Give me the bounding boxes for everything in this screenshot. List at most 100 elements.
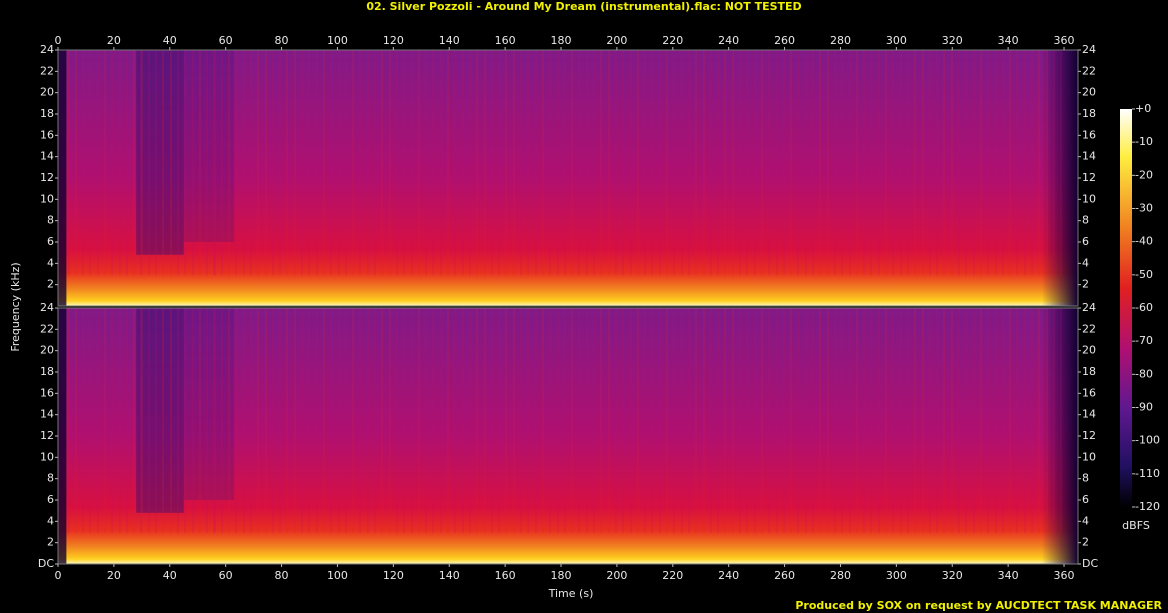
quiet-region [183, 308, 235, 500]
x-tick-label-top: 80 [275, 34, 289, 47]
y-tick-label-right: 14 [1082, 408, 1096, 421]
colorbar-tick-label: -90 [1135, 401, 1153, 414]
x-tick-label: 140 [439, 569, 460, 582]
quiet-region [136, 50, 184, 255]
x-tick-label: 40 [163, 569, 177, 582]
x-tick-label-top: 20 [107, 34, 121, 47]
x-tick-label: 80 [275, 569, 289, 582]
y-tick-label: 14 [40, 408, 54, 421]
y-tick-label-right: 24 [1082, 43, 1096, 56]
y-tick-label: 18 [40, 365, 54, 378]
x-tick-label-top: 340 [998, 34, 1019, 47]
x-tick-label-top: 120 [383, 34, 404, 47]
y-tick-label-right: 16 [1082, 386, 1096, 399]
spectrogram-channel [58, 308, 1078, 564]
x-tick-label: 60 [219, 569, 233, 582]
colorbar-label: dBFS [1122, 519, 1150, 532]
x-tick-label: 340 [998, 569, 1019, 582]
colorbar-tick-label: +0 [1135, 102, 1151, 115]
spectrogram-channel [58, 50, 1078, 306]
fade-out [1041, 308, 1078, 564]
y-tick-label: 24 [40, 43, 54, 56]
colorbar-tick-label: -60 [1135, 301, 1153, 314]
x-tick-label-top: 0 [55, 34, 62, 47]
y-tick-label: DC [38, 557, 54, 570]
y-tick-label-right: 18 [1082, 107, 1096, 120]
colorbar-tick-label: -40 [1135, 235, 1153, 248]
y-tick-label-right: 6 [1082, 493, 1089, 506]
y-tick-label-right: 14 [1082, 150, 1096, 163]
y-tick-label: 6 [47, 493, 54, 506]
x-tick-label-top: 280 [830, 34, 851, 47]
y-tick-label-right: 20 [1082, 86, 1096, 99]
y-tick-label: 8 [47, 214, 54, 227]
x-tick-label: 280 [830, 569, 851, 582]
colorbar-tick-label: -30 [1135, 202, 1153, 215]
y-tick-label-right: 22 [1082, 64, 1096, 77]
y-tick-label-right: 12 [1082, 429, 1096, 442]
y-tick-label: 4 [47, 514, 54, 527]
y-tick-label-right: 20 [1082, 344, 1096, 357]
x-tick-label-top: 100 [327, 34, 348, 47]
x-tick-label-top: 140 [439, 34, 460, 47]
x-tick-label-top: 200 [606, 34, 627, 47]
y-tick-label: 16 [40, 128, 54, 141]
colorbar-tick-label: -110 [1135, 467, 1160, 480]
y-tick-label-right: 24 [1082, 301, 1096, 314]
y-tick-label-right: 22 [1082, 322, 1096, 335]
colorbar-tick-label: -50 [1135, 268, 1153, 281]
colorbar-tick-label: -100 [1135, 434, 1160, 447]
x-tick-label-top: 240 [718, 34, 739, 47]
y-tick-label-right: 10 [1082, 450, 1096, 463]
quiet-region [183, 50, 235, 242]
y-tick-label-right: 8 [1082, 472, 1089, 485]
colorbar [1120, 109, 1132, 507]
y-tick-label: 4 [47, 256, 54, 269]
colorbar-tick-label: -120 [1135, 500, 1160, 513]
fade-in [58, 50, 67, 306]
y-tick-label: 6 [47, 235, 54, 248]
x-tick-label-top: 360 [1054, 34, 1075, 47]
chart-title: 02. Silver Pozzoli - Around My Dream (in… [366, 0, 801, 13]
colorbar-tick-label: -20 [1135, 168, 1153, 181]
y-tick-label: 2 [47, 536, 54, 549]
y-tick-label-right: 10 [1082, 192, 1096, 205]
x-tick-label: 300 [886, 569, 907, 582]
x-tick-label: 180 [551, 569, 572, 582]
x-tick-label: 200 [606, 569, 627, 582]
y-tick-label: 24 [40, 301, 54, 314]
x-tick-label: 160 [495, 569, 516, 582]
y-tick-label-right: 4 [1082, 256, 1089, 269]
y-tick-label: 14 [40, 150, 54, 163]
y-tick-label-right: 16 [1082, 128, 1096, 141]
colorbar-tick-label: -80 [1135, 367, 1153, 380]
x-tick-label: 120 [383, 569, 404, 582]
y-tick-label-right: 6 [1082, 235, 1089, 248]
y-tick-label: 12 [40, 429, 54, 442]
quiet-region [136, 308, 184, 513]
x-tick-label: 260 [774, 569, 795, 582]
fade-in [58, 308, 67, 564]
x-tick-label-top: 160 [495, 34, 516, 47]
x-tick-label-top: 180 [551, 34, 572, 47]
y-tick-label-right: 8 [1082, 214, 1089, 227]
y-tick-label-right: 2 [1082, 278, 1089, 291]
y-tick-label: 10 [40, 450, 54, 463]
x-tick-label: 20 [107, 569, 121, 582]
y-tick-label: 2 [47, 278, 54, 291]
x-tick-label-top: 260 [774, 34, 795, 47]
y-axis-label: Frequency (kHz) [9, 262, 22, 351]
footer: Produced by SOX on request by AUCDTECT T… [795, 599, 1162, 612]
x-tick-label: 360 [1054, 569, 1075, 582]
y-tick-label: 18 [40, 107, 54, 120]
x-tick-label: 0 [55, 569, 62, 582]
y-tick-label-right: 4 [1082, 514, 1089, 527]
colorbar-tick-label: -70 [1135, 334, 1153, 347]
x-tick-label-top: 300 [886, 34, 907, 47]
y-tick-label-right: 2 [1082, 536, 1089, 549]
y-tick-label-right: 12 [1082, 171, 1096, 184]
x-tick-label: 240 [718, 569, 739, 582]
x-tick-label-top: 40 [163, 34, 177, 47]
x-tick-label-top: 220 [662, 34, 683, 47]
